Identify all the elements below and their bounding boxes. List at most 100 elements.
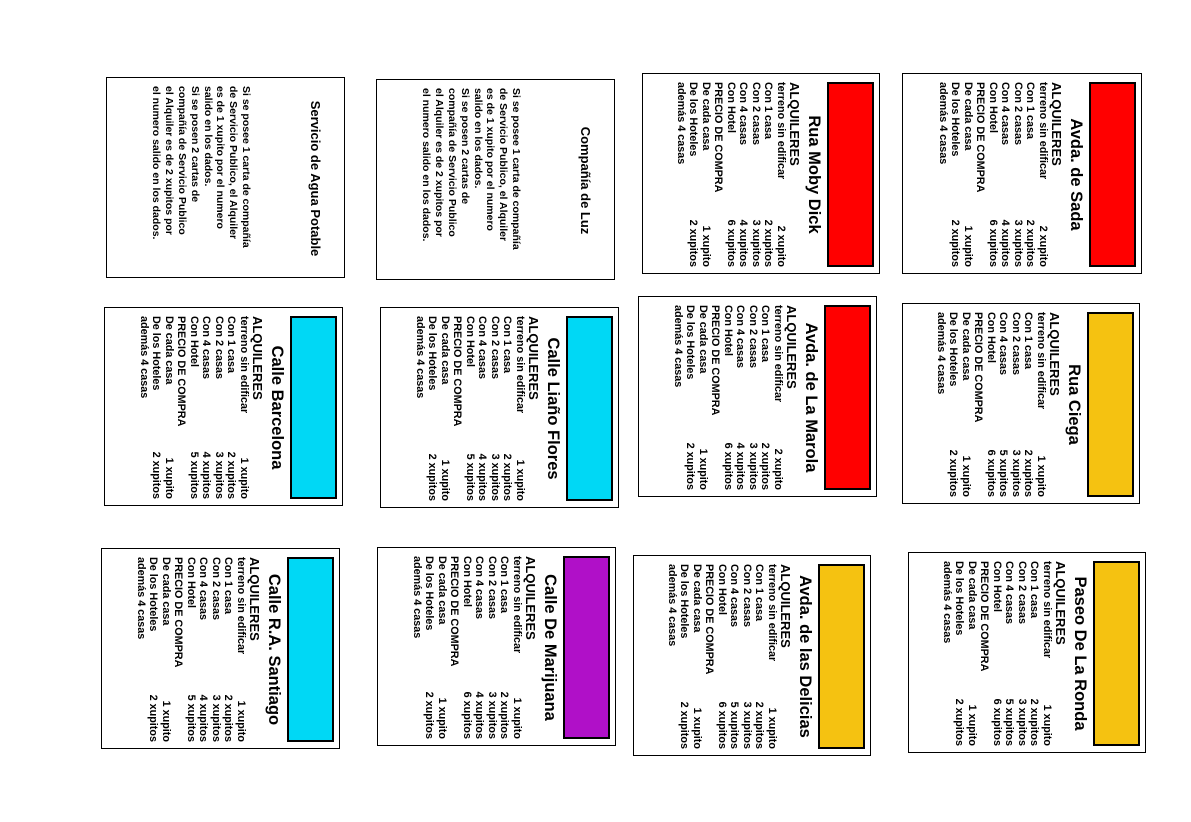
color-band	[566, 316, 613, 501]
card-footer: además 4 casas	[935, 312, 947, 395]
card-title: Avda. de Sada	[1067, 118, 1085, 231]
rent-row-value: 4 xupitos	[476, 453, 489, 501]
card-title: Calle De Marijuana	[541, 574, 559, 721]
rent-header: ALQUILERES	[1053, 561, 1068, 645]
rent-row-value: 2 xupitos	[1024, 219, 1037, 267]
rent-row: Con 2 casas 3 xupitos	[1010, 312, 1022, 497]
rent-row: Con 4 casas 4 xupitos	[197, 557, 210, 742]
rent-row: Con 2 casas 3 xupitos	[489, 316, 501, 501]
buy-price-label: PRECIO DE COMPRA	[448, 556, 461, 667]
buy-row: De cada casa 1 xupito	[691, 564, 703, 749]
card-title: Rua Moby Dick	[805, 115, 823, 234]
property-card: Calle R.A. Santiago ALQUILERES terreno sin…	[101, 548, 340, 749]
buy-row-value: 2 xupitos	[687, 219, 700, 267]
rent-row-label: Con 2 casas	[213, 316, 225, 380]
rent-row-label: Con 4 casas	[728, 564, 741, 628]
color-band	[287, 557, 334, 742]
rent-row-value: 1 xupito	[238, 457, 250, 499]
rent-row-value: 3 xupitos	[747, 442, 759, 490]
card-footer: además 4 casas	[672, 305, 684, 388]
rent-row-label: terreno sin edificar	[514, 316, 526, 414]
card-footer: además 4 casas	[937, 82, 949, 165]
rent-header: ALQUILERES	[247, 557, 262, 641]
buy-price-label: PRECIO DE COMPRA	[972, 312, 985, 423]
property-card: Calle Barcelona ALQUILERES terreno sin edi…	[104, 307, 343, 506]
rent-row-value: 3 xupitos	[741, 701, 753, 749]
rent-row-value: 5 xupitos	[464, 453, 476, 501]
rent-row-value: 2 xupitos	[1028, 698, 1041, 746]
buy-row-label: De los Hoteles	[150, 316, 163, 391]
buy-price-label: PRECIO DE COMPRA	[175, 316, 188, 427]
buy-row-value: 1 xupito	[691, 707, 703, 749]
rent-row-label: Con 2 casas	[210, 557, 222, 621]
rent-row-label: terreno sin edificar	[238, 316, 250, 414]
buy-price-label: PRECIO DE COMPRA	[172, 557, 185, 668]
buy-row-label: De cada casa	[960, 312, 972, 381]
buy-row-label: De cada casa	[436, 556, 448, 625]
rent-row-value: 6 xupitos	[725, 219, 737, 267]
rent-row: terreno sin edificar 1 xupito	[238, 316, 250, 499]
rent-row: Con 1 casa 2 xupitos	[762, 82, 775, 267]
rent-row-value: 1 xupito	[1035, 455, 1047, 497]
rent-row-value: 2 xupitos	[222, 694, 235, 742]
buy-row: De los Hoteles 2 xupitos	[150, 316, 163, 499]
buy-row: De los Hoteles 2 xupitos	[684, 305, 697, 490]
rent-row-label: Con 4 casas	[997, 312, 1010, 376]
rent-header: ALQUILERES	[784, 305, 799, 389]
rent-header: ALQUILERES	[250, 316, 265, 400]
rent-row-value: 4 xupitos	[473, 691, 486, 739]
buy-row-value: 2 xupitos	[953, 698, 966, 746]
buy-row-label: De los Hoteles	[684, 305, 697, 380]
buy-row-label: De cada casa	[962, 82, 974, 151]
rent-row-label: terreno sin edificar	[766, 564, 778, 662]
property-card: Paseo De La Ronda ALQUILERES terreno sin e…	[908, 552, 1146, 753]
rent-row-label: Con 4 casas	[737, 82, 750, 146]
property-card: Rua Ciega ALQUILERES terreno sin edificar 1…	[902, 303, 1140, 504]
rent-row-label: Con 1 casa	[1022, 312, 1035, 370]
buy-row-label: De cada casa	[691, 564, 703, 633]
card-footer: además 4 casas	[411, 556, 423, 639]
rent-row-value: 2 xupitos	[501, 453, 514, 501]
buy-row-label: De cada casa	[163, 316, 175, 385]
rent-row-label: Con 2 casas	[1016, 561, 1028, 625]
rent-row: terreno sin edificar 1 xupito	[766, 564, 778, 749]
color-band	[1093, 561, 1140, 746]
rent-header: ALQUILERES	[1049, 82, 1064, 166]
rent-row: terreno sin edificar 1 xupito	[511, 556, 523, 739]
description-line: de Servicio Publico, el Alquiler	[497, 88, 510, 242]
color-band	[563, 556, 610, 739]
rent-row-label: Con Hotel	[985, 312, 997, 363]
rent-row: terreno sin edificar 1 xupito	[1041, 561, 1053, 746]
rent-header: ALQUILERES	[778, 564, 793, 648]
rent-row-value: 3 xupitos	[213, 451, 225, 499]
buy-row: De cada casa 1 xupito	[160, 557, 172, 742]
buy-row: De cada casa 1 xupito	[966, 561, 978, 746]
rent-row: Con Hotel 6 xupitos	[725, 82, 737, 267]
rent-row-label: Con Hotel	[185, 557, 197, 608]
rent-row-value: 2 xupito	[1037, 225, 1049, 267]
buy-row-label: De los Hoteles	[147, 557, 160, 632]
rent-row-label: terreno sin edificar	[1041, 561, 1053, 659]
property-card: Avda. de La Marola ALQUILERES terreno sin …	[638, 296, 877, 497]
rent-row: Con 4 casas 4 xupitos	[734, 305, 747, 490]
rent-row-value: 4 xupitos	[999, 219, 1012, 267]
rent-row-value: 6 xupitos	[716, 701, 728, 749]
color-band	[290, 316, 337, 499]
description-line: el numero salido en los dados.	[150, 86, 163, 240]
buy-row-value: 1 xupito	[966, 704, 978, 746]
rent-row-label: Con Hotel	[464, 316, 476, 367]
card-footer: además 4 casas	[941, 561, 953, 644]
buy-row: De cada casa 1 xupito	[960, 312, 972, 497]
rent-row-label: terreno sin edificar	[1035, 312, 1047, 410]
rent-row-value: 2 xupitos	[762, 219, 775, 267]
card-title: Calle Liaño Flores	[544, 337, 562, 480]
rent-row-value: 5 xupitos	[728, 701, 741, 749]
rent-header: ALQUILERES	[523, 556, 538, 640]
buy-row-value: 2 xupitos	[147, 694, 160, 742]
rent-row-value: 6 xupitos	[461, 691, 473, 739]
buy-row-label: De los Hoteles	[953, 561, 966, 636]
rent-row-label: Con 2 casas	[1012, 82, 1024, 146]
rent-row: Con 4 casas 4 xupitos	[473, 556, 486, 739]
rent-row: Con 1 casa 2 xupitos	[222, 557, 235, 742]
rent-row: Con Hotel 6 xupitos	[722, 305, 734, 490]
